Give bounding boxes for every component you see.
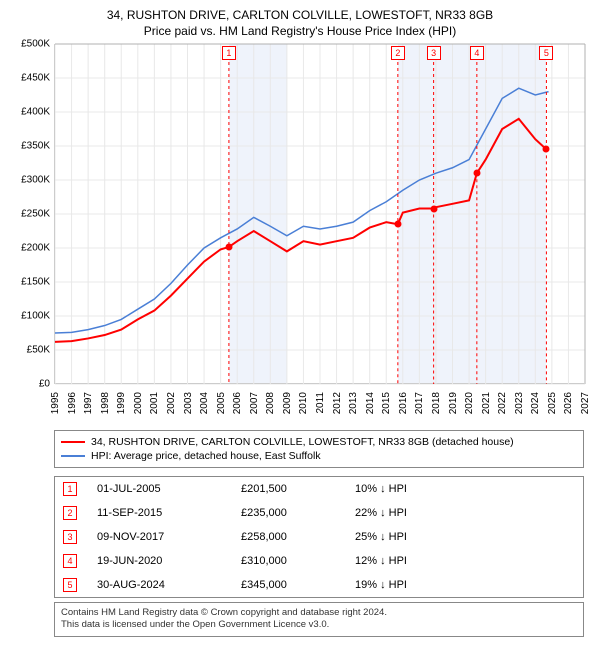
sale-marker: 1 <box>222 46 236 60</box>
x-tick-label: 2024 <box>530 392 541 414</box>
x-tick-label: 2016 <box>398 392 409 414</box>
x-tick-label: 2003 <box>183 392 194 414</box>
x-tick-label: 2007 <box>249 392 260 414</box>
y-tick-label: £350K <box>21 141 50 152</box>
y-tick-label: £100K <box>21 311 50 322</box>
legend-label-property: 34, RUSHTON DRIVE, CARLTON COLVILLE, LOW… <box>91 436 514 448</box>
row-marker: 1 <box>63 482 77 496</box>
row-date: 19-JUN-2020 <box>97 555 237 567</box>
row-date: 09-NOV-2017 <box>97 531 237 543</box>
chart-container: 34, RUSHTON DRIVE, CARLTON COLVILLE, LOW… <box>0 0 600 645</box>
row-marker: 4 <box>63 554 77 568</box>
footer-line1: Contains HM Land Registry data © Crown c… <box>61 607 577 619</box>
row-price: £201,500 <box>241 483 351 495</box>
x-tick-label: 2011 <box>315 392 326 414</box>
x-tick-label: 1997 <box>83 392 94 414</box>
sale-point-dot <box>430 205 437 212</box>
x-tick-label: 2006 <box>232 392 243 414</box>
x-tick-label: 2018 <box>431 392 442 414</box>
sale-marker: 2 <box>391 46 405 60</box>
row-price: £258,000 <box>241 531 351 543</box>
y-tick-label: £0 <box>39 379 50 390</box>
y-tick-label: £400K <box>21 107 50 118</box>
x-tick-label: 2025 <box>547 392 558 414</box>
y-tick-label: £500K <box>21 39 50 50</box>
x-tick-label: 2013 <box>348 392 359 414</box>
chart-subtitle: Price paid vs. HM Land Registry's House … <box>10 24 590 38</box>
sale-point-dot <box>473 170 480 177</box>
x-tick-label: 2021 <box>481 392 492 414</box>
legend-label-hpi: HPI: Average price, detached house, East… <box>91 450 321 462</box>
sale-marker: 5 <box>539 46 553 60</box>
x-tick-label: 2017 <box>414 392 425 414</box>
row-pct: 12% ↓ HPI <box>355 555 475 567</box>
row-date: 30-AUG-2024 <box>97 579 237 591</box>
legend-swatch-property <box>61 441 85 443</box>
x-tick-label: 2008 <box>265 392 276 414</box>
sale-point-dot <box>225 243 232 250</box>
row-date: 01-JUL-2005 <box>97 483 237 495</box>
x-tick-label: 2000 <box>133 392 144 414</box>
x-tick-label: 2004 <box>199 392 210 414</box>
x-tick-label: 2023 <box>514 392 525 414</box>
y-tick-label: £250K <box>21 209 50 220</box>
row-price: £235,000 <box>241 507 351 519</box>
y-tick-label: £200K <box>21 243 50 254</box>
y-tick-label: £450K <box>21 73 50 84</box>
sale-point-dot <box>394 221 401 228</box>
x-tick-label: 2005 <box>216 392 227 414</box>
x-tick-label: 2002 <box>166 392 177 414</box>
row-marker: 3 <box>63 530 77 544</box>
y-tick-label: £300K <box>21 175 50 186</box>
x-tick-label: 2020 <box>464 392 475 414</box>
x-axis: 1995199619971998199920002001200220032004… <box>54 386 584 426</box>
x-tick-label: 2022 <box>497 392 508 414</box>
legend-row-hpi: HPI: Average price, detached house, East… <box>61 449 577 463</box>
footer-line2: This data is licensed under the Open Gov… <box>61 619 577 631</box>
table-row: 2 11-SEP-2015 £235,000 22% ↓ HPI <box>55 501 583 525</box>
sale-marker: 4 <box>470 46 484 60</box>
table-row: 5 30-AUG-2024 £345,000 19% ↓ HPI <box>55 573 583 597</box>
x-tick-label: 2015 <box>381 392 392 414</box>
x-tick-label: 2026 <box>563 392 574 414</box>
x-tick-label: 1998 <box>100 392 111 414</box>
x-tick-label: 1995 <box>50 392 61 414</box>
table-row: 3 09-NOV-2017 £258,000 25% ↓ HPI <box>55 525 583 549</box>
chart-svg <box>55 44 585 384</box>
footer: Contains HM Land Registry data © Crown c… <box>54 602 584 637</box>
row-pct: 25% ↓ HPI <box>355 531 475 543</box>
x-tick-label: 2010 <box>298 392 309 414</box>
x-tick-label: 2019 <box>448 392 459 414</box>
y-axis: £0£50K£100K£150K£200K£250K£300K£350K£400… <box>10 44 52 384</box>
x-tick-label: 2009 <box>282 392 293 414</box>
sale-marker: 3 <box>427 46 441 60</box>
x-tick-label: 2012 <box>332 392 343 414</box>
sales-table: 1 01-JUL-2005 £201,500 10% ↓ HPI 2 11-SEP-201… <box>54 476 584 598</box>
row-price: £310,000 <box>241 555 351 567</box>
plot-area: 1 2 3 4 5 <box>54 44 584 384</box>
row-date: 11-SEP-2015 <box>97 507 237 519</box>
table-row: 1 01-JUL-2005 £201,500 10% ↓ HPI <box>55 477 583 501</box>
x-tick-label: 2027 <box>580 392 591 414</box>
row-marker: 2 <box>63 506 77 520</box>
row-pct: 19% ↓ HPI <box>355 579 475 591</box>
sale-point-dot <box>543 146 550 153</box>
x-tick-label: 2014 <box>365 392 376 414</box>
x-tick-label: 2001 <box>149 392 160 414</box>
legend: 34, RUSHTON DRIVE, CARLTON COLVILLE, LOW… <box>54 430 584 468</box>
row-pct: 10% ↓ HPI <box>355 483 475 495</box>
legend-swatch-hpi <box>61 455 85 457</box>
row-pct: 22% ↓ HPI <box>355 507 475 519</box>
x-tick-label: 1996 <box>67 392 78 414</box>
y-tick-label: £50K <box>27 345 50 356</box>
row-price: £345,000 <box>241 579 351 591</box>
chart-title: 34, RUSHTON DRIVE, CARLTON COLVILLE, LOW… <box>10 8 590 22</box>
y-tick-label: £150K <box>21 277 50 288</box>
table-row: 4 19-JUN-2020 £310,000 12% ↓ HPI <box>55 549 583 573</box>
legend-row-property: 34, RUSHTON DRIVE, CARLTON COLVILLE, LOW… <box>61 435 577 449</box>
chart-area: £0 £50K £100K £150K £200K £250K £300K £350K £400… <box>10 44 590 424</box>
row-marker: 5 <box>63 578 77 592</box>
x-tick-label: 1999 <box>116 392 127 414</box>
